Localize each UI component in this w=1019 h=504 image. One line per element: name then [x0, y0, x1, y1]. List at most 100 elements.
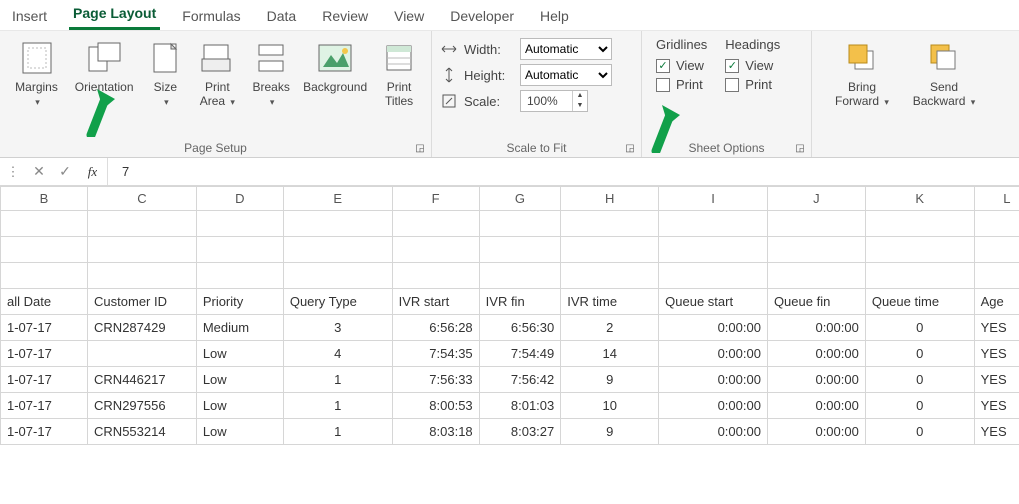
cell[interactable]: YES: [974, 315, 1019, 341]
cell[interactable]: Queue time: [865, 289, 974, 315]
cell[interactable]: Age: [974, 289, 1019, 315]
cell[interactable]: [767, 237, 865, 263]
cell[interactable]: 1: [283, 393, 392, 419]
orientation-button[interactable]: Orientation▾: [71, 35, 137, 111]
cell[interactable]: CRN553214: [88, 419, 197, 445]
cell[interactable]: YES: [974, 367, 1019, 393]
cell[interactable]: CRN446217: [88, 367, 197, 393]
worksheet-grid[interactable]: BCDEFGHIJKLall DateCustomer IDPriorityQu…: [0, 186, 1019, 445]
column-header[interactable]: L: [974, 187, 1019, 211]
cell[interactable]: [479, 263, 561, 289]
cell[interactable]: [479, 237, 561, 263]
column-header[interactable]: J: [767, 187, 865, 211]
cell[interactable]: Medium: [196, 315, 283, 341]
background-button[interactable]: Background: [301, 35, 369, 97]
column-header[interactable]: E: [283, 187, 392, 211]
cell[interactable]: [659, 237, 768, 263]
cell[interactable]: 0:00:00: [767, 367, 865, 393]
cell[interactable]: [88, 263, 197, 289]
cell[interactable]: Low: [196, 419, 283, 445]
cell[interactable]: 8:00:53: [392, 393, 479, 419]
height-select[interactable]: Automatic: [520, 64, 612, 86]
column-header[interactable]: C: [88, 187, 197, 211]
cell[interactable]: CRN297556: [88, 393, 197, 419]
print-area-button[interactable]: PrintArea ▾: [193, 35, 241, 111]
cell[interactable]: 1-07-17: [1, 315, 88, 341]
tab-formulas[interactable]: Formulas: [178, 4, 244, 30]
cell[interactable]: 0:00:00: [659, 341, 768, 367]
cell[interactable]: 7:56:42: [479, 367, 561, 393]
cell[interactable]: 9: [561, 419, 659, 445]
cell[interactable]: [392, 237, 479, 263]
cell[interactable]: [561, 237, 659, 263]
cell[interactable]: [561, 211, 659, 237]
cell[interactable]: 0:00:00: [767, 341, 865, 367]
margins-button[interactable]: Margins▾: [8, 35, 65, 111]
cell[interactable]: [196, 237, 283, 263]
column-header[interactable]: H: [561, 187, 659, 211]
enter-icon[interactable]: ✓: [52, 163, 78, 180]
cell[interactable]: 6:56:30: [479, 315, 561, 341]
column-header[interactable]: G: [479, 187, 561, 211]
cell[interactable]: CRN287429: [88, 315, 197, 341]
cell[interactable]: [196, 263, 283, 289]
cell[interactable]: [974, 211, 1019, 237]
cell[interactable]: [865, 263, 974, 289]
column-header[interactable]: K: [865, 187, 974, 211]
cell[interactable]: [1, 263, 88, 289]
tab-developer[interactable]: Developer: [446, 4, 518, 30]
cell[interactable]: 0: [865, 393, 974, 419]
fx-icon[interactable]: fx: [78, 158, 108, 185]
cell[interactable]: [392, 263, 479, 289]
cell[interactable]: 1-07-17: [1, 367, 88, 393]
scale-spinner[interactable]: 100% ▲▼: [520, 90, 588, 112]
headings-view-checkbox[interactable]: ✓View: [725, 58, 780, 73]
tab-data[interactable]: Data: [263, 4, 301, 30]
cell[interactable]: [283, 211, 392, 237]
cell[interactable]: 7:54:49: [479, 341, 561, 367]
cell[interactable]: IVR start: [392, 289, 479, 315]
cell[interactable]: YES: [974, 419, 1019, 445]
cell[interactable]: 0:00:00: [659, 419, 768, 445]
cell[interactable]: 0:00:00: [767, 315, 865, 341]
cell[interactable]: [561, 263, 659, 289]
cell[interactable]: [283, 263, 392, 289]
tab-page-layout[interactable]: Page Layout: [69, 1, 160, 30]
cell[interactable]: 0: [865, 315, 974, 341]
cell[interactable]: YES: [974, 393, 1019, 419]
cell[interactable]: 1-07-17: [1, 341, 88, 367]
send-backward-button[interactable]: SendBackward ▾: [908, 35, 980, 111]
size-button[interactable]: Size▾: [143, 35, 187, 111]
cell[interactable]: [196, 211, 283, 237]
cell[interactable]: 1-07-17: [1, 393, 88, 419]
formula-value[interactable]: 7: [108, 164, 129, 179]
gridlines-view-checkbox[interactable]: ✓View: [656, 58, 707, 73]
cell[interactable]: [1, 211, 88, 237]
bring-forward-button[interactable]: BringForward ▾: [826, 35, 898, 111]
cell[interactable]: [659, 263, 768, 289]
cell[interactable]: 7:54:35: [392, 341, 479, 367]
cell[interactable]: [865, 211, 974, 237]
cell[interactable]: 9: [561, 367, 659, 393]
cell[interactable]: 0: [865, 419, 974, 445]
cell[interactable]: [767, 263, 865, 289]
cell[interactable]: 10: [561, 393, 659, 419]
cell[interactable]: 0:00:00: [767, 393, 865, 419]
cell[interactable]: 8:03:18: [392, 419, 479, 445]
spin-down-icon[interactable]: ▼: [573, 101, 587, 111]
cell[interactable]: 0:00:00: [767, 419, 865, 445]
cell[interactable]: 1: [283, 419, 392, 445]
cell[interactable]: Low: [196, 367, 283, 393]
cell[interactable]: 1: [283, 367, 392, 393]
width-select[interactable]: Automatic: [520, 38, 612, 60]
cell[interactable]: [659, 211, 768, 237]
cell[interactable]: Query Type: [283, 289, 392, 315]
column-header[interactable]: D: [196, 187, 283, 211]
column-header[interactable]: B: [1, 187, 88, 211]
cell[interactable]: Low: [196, 341, 283, 367]
name-box-handle[interactable]: ⋮: [0, 164, 26, 180]
tab-insert[interactable]: Insert: [8, 4, 51, 30]
cell[interactable]: 0: [865, 341, 974, 367]
cell[interactable]: [865, 237, 974, 263]
cell[interactable]: 0:00:00: [659, 367, 768, 393]
